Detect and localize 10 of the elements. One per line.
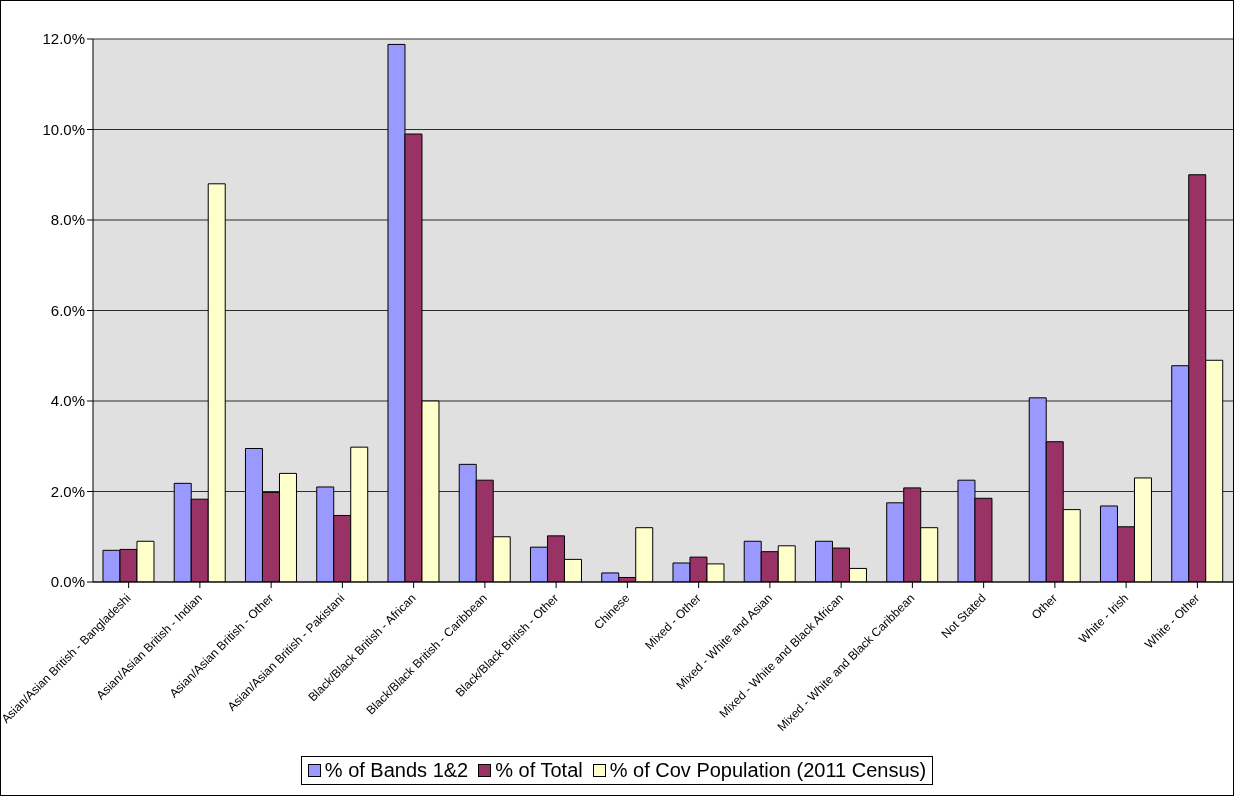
legend-label: % of Cov Population (2011 Census) xyxy=(608,759,927,782)
legend-label: % of Bands 1&2 xyxy=(323,759,469,782)
y-tick-label: 8.0% xyxy=(50,211,85,229)
y-tick-label: 0.0% xyxy=(50,573,85,591)
legend-label: % of Total xyxy=(494,759,583,782)
y-tick-label: 10.0% xyxy=(42,120,85,138)
y-tick-label: 12.0% xyxy=(42,30,85,48)
y-tick-label: 4.0% xyxy=(50,392,85,410)
y-tick-label: 2.0% xyxy=(50,482,85,500)
y-tick-label: 6.0% xyxy=(50,301,85,319)
